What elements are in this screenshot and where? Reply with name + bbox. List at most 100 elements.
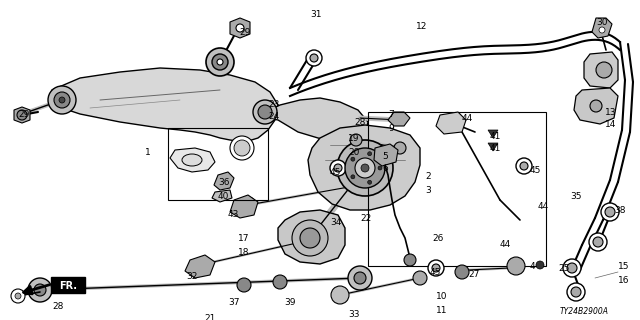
Circle shape [258,105,272,119]
Circle shape [292,220,328,256]
Circle shape [253,100,277,124]
Ellipse shape [182,154,202,166]
Text: 31: 31 [310,10,321,19]
Text: 28: 28 [354,118,365,127]
Polygon shape [574,88,618,124]
Circle shape [350,134,362,146]
Circle shape [567,283,585,301]
Circle shape [432,264,440,272]
Text: 35: 35 [570,192,582,201]
Polygon shape [230,195,258,218]
Text: 26: 26 [432,234,444,243]
Text: 29: 29 [18,110,29,119]
Circle shape [348,266,372,290]
Polygon shape [488,130,498,138]
Text: 5: 5 [382,152,388,161]
Text: 14: 14 [605,120,616,129]
Circle shape [206,48,234,76]
Text: 40: 40 [218,192,229,201]
Text: 44: 44 [462,114,473,123]
Text: 44: 44 [500,240,511,249]
Text: 21: 21 [204,314,216,320]
Circle shape [589,233,607,251]
Text: 36: 36 [218,178,230,187]
Circle shape [394,142,406,154]
Polygon shape [278,210,345,264]
Circle shape [230,136,254,160]
Text: 24: 24 [268,112,279,121]
Text: 32: 32 [186,272,197,281]
Circle shape [334,164,342,172]
Polygon shape [185,255,215,278]
Bar [368,112,546,266]
Circle shape [536,261,544,269]
Text: 15: 15 [618,262,630,271]
Circle shape [593,237,603,247]
Text: 22: 22 [360,214,371,223]
Polygon shape [584,52,618,88]
Circle shape [404,254,416,266]
Text: 13: 13 [605,108,616,117]
Circle shape [330,160,346,176]
Circle shape [507,257,525,275]
Text: 41: 41 [490,132,501,141]
Circle shape [354,272,366,284]
Circle shape [234,140,250,156]
Polygon shape [374,144,398,166]
Circle shape [28,278,52,302]
Polygon shape [436,112,466,134]
Polygon shape [230,18,250,38]
Text: 39: 39 [284,298,296,307]
Circle shape [428,260,444,276]
Circle shape [331,286,349,304]
Circle shape [413,271,427,285]
FancyBboxPatch shape [51,277,85,293]
Polygon shape [50,68,278,142]
Text: 10: 10 [436,292,447,301]
Circle shape [345,148,385,188]
Text: 3: 3 [425,186,431,195]
Text: 6: 6 [382,164,388,173]
Circle shape [567,263,577,273]
Circle shape [300,228,320,248]
Text: 29: 29 [239,28,250,37]
Circle shape [217,59,223,65]
Circle shape [54,92,70,108]
Circle shape [17,110,27,120]
Text: 43: 43 [228,210,239,219]
Circle shape [337,140,393,196]
Circle shape [351,157,355,161]
Polygon shape [265,98,368,142]
Text: 25: 25 [558,264,570,273]
Text: 45: 45 [530,166,541,175]
Text: 45: 45 [430,268,442,277]
Circle shape [590,100,602,112]
Text: 23: 23 [268,100,280,109]
Text: 19: 19 [348,134,360,143]
Circle shape [11,289,25,303]
Text: 27: 27 [468,270,479,279]
Circle shape [601,203,619,221]
Polygon shape [488,143,498,151]
Polygon shape [170,148,215,172]
Text: 9: 9 [388,124,394,133]
Circle shape [15,293,21,299]
Polygon shape [388,112,410,126]
Bar [168,128,268,200]
Circle shape [378,166,382,170]
Text: 12: 12 [416,22,428,31]
Text: 18: 18 [238,248,250,257]
Text: 30: 30 [596,18,607,27]
Polygon shape [214,172,234,190]
Polygon shape [308,125,420,210]
Text: 16: 16 [618,276,630,285]
Circle shape [520,162,528,170]
Text: 38: 38 [614,206,625,215]
Circle shape [355,158,375,178]
Circle shape [310,54,318,62]
Text: 37: 37 [228,298,239,307]
Polygon shape [592,18,612,38]
Polygon shape [14,107,30,123]
Circle shape [351,175,355,179]
Circle shape [212,54,228,70]
